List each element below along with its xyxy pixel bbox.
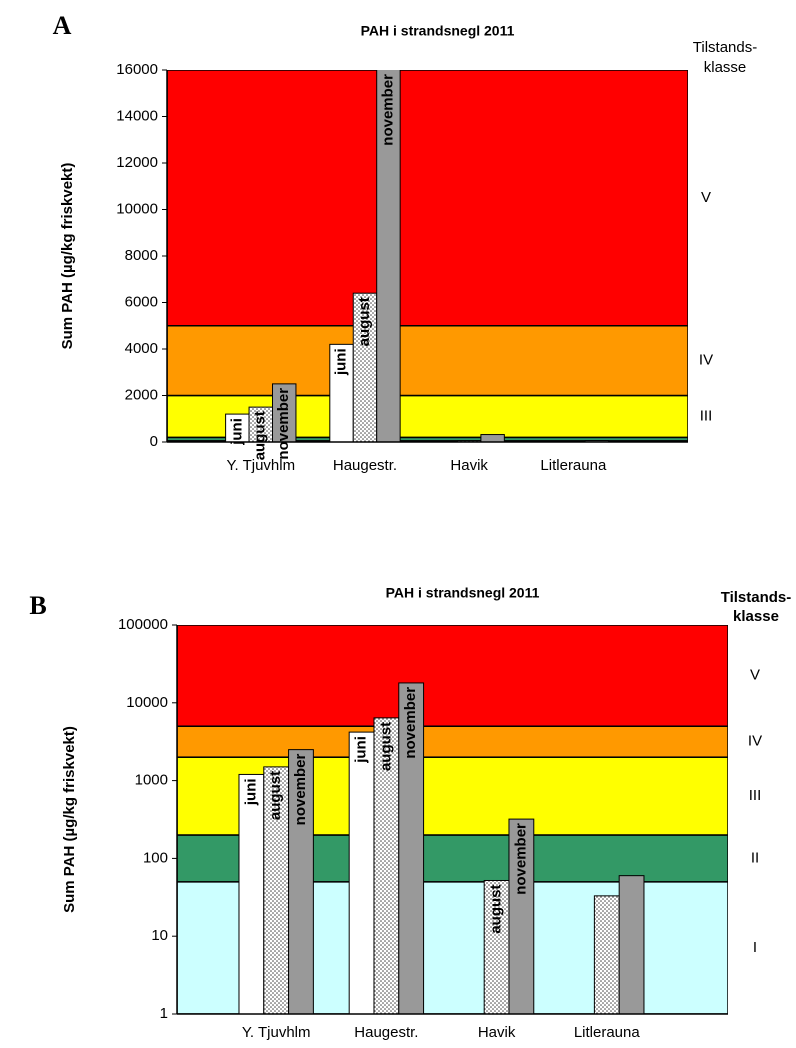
y-tick-label: 16000 — [116, 61, 158, 78]
bar — [348, 731, 375, 1014]
y-tick-label: 6000 — [125, 293, 158, 310]
bar-label: august — [267, 771, 284, 820]
x-tick-label: Haugestr. — [333, 457, 397, 474]
y-tick-label: 10000 — [116, 200, 158, 217]
chart-title: PAH i strandsnegl 2011 — [361, 23, 515, 39]
band-label: II — [751, 849, 759, 866]
x-tick-label: Haugestr. — [354, 1024, 418, 1041]
y-tick-label: 12000 — [116, 154, 158, 171]
plot-area — [177, 625, 728, 1014]
bar-label: august — [488, 884, 505, 933]
bar — [272, 383, 297, 442]
bar — [483, 879, 510, 1014]
y-axis-label: Sum PAH (µg/kg friskvekt) — [61, 726, 78, 913]
bar — [376, 70, 401, 442]
bar — [288, 749, 314, 1014]
y-tick-label: 100000 — [118, 616, 168, 633]
bar — [593, 895, 620, 1014]
band-label: IV — [699, 352, 713, 369]
y-tick-label: 14000 — [116, 107, 158, 124]
bar — [373, 717, 400, 1014]
bar-label: november — [402, 687, 419, 759]
y-tick-label: 1 — [160, 1005, 168, 1022]
x-tick-label: Havik — [450, 457, 488, 474]
panel-letter: A — [53, 11, 72, 40]
y-tick-label: 100 — [143, 849, 168, 866]
band-label: III — [700, 407, 713, 424]
band-label: V — [701, 189, 711, 206]
bar-label: november — [512, 823, 529, 895]
bar-label: november — [292, 753, 309, 825]
y-tick-label: 10 — [151, 927, 168, 944]
bar-label: november — [379, 74, 396, 146]
band-title: klasse — [704, 59, 747, 76]
bar-label: august — [356, 297, 373, 346]
band-title: klasse — [733, 608, 779, 625]
bar-label: juni — [353, 736, 370, 764]
bar-label: august — [252, 411, 269, 460]
chart-title: PAH i strandsnegl 2011 — [386, 585, 540, 601]
y-tick-label: 0 — [150, 433, 158, 450]
x-tick-label: Havik — [478, 1024, 516, 1041]
panel-letter: B — [29, 591, 46, 620]
y-tick-label: 8000 — [125, 247, 158, 264]
band-label: I — [753, 939, 757, 956]
x-tick-label: Y. Tjuvhlm — [242, 1024, 311, 1041]
bar — [508, 818, 535, 1014]
bar-label: august — [377, 722, 394, 771]
y-axis-label: Sum PAH (µg/kg friskvekt) — [59, 163, 76, 350]
y-tick-label: 2000 — [125, 386, 158, 403]
bar — [480, 434, 505, 442]
y-tick-label: 4000 — [125, 340, 158, 357]
band-label: IV — [748, 733, 762, 750]
bar-label: juni — [228, 418, 245, 446]
bar-label: juni — [333, 348, 350, 376]
class-band — [167, 70, 688, 327]
x-tick-label: Litlerauna — [574, 1024, 641, 1041]
band-title: Tilstands- — [721, 589, 792, 606]
bar — [238, 773, 265, 1014]
class-band — [167, 325, 688, 397]
band-title: Tilstands- — [693, 39, 757, 56]
y-tick-label: 10000 — [126, 694, 168, 711]
plot-area — [167, 70, 688, 442]
x-tick-label: Litlerauna — [540, 457, 607, 474]
bar — [618, 875, 645, 1014]
bar — [263, 766, 290, 1014]
bar-label: juni — [242, 778, 259, 806]
bar — [398, 682, 425, 1014]
class-band — [177, 625, 728, 727]
x-tick-label: Y. Tjuvhlm — [226, 457, 295, 474]
band-label: V — [750, 667, 760, 684]
band-label: III — [749, 787, 762, 804]
class-band — [177, 725, 728, 758]
bar-label: november — [275, 388, 292, 460]
y-tick-label: 1000 — [135, 772, 168, 789]
